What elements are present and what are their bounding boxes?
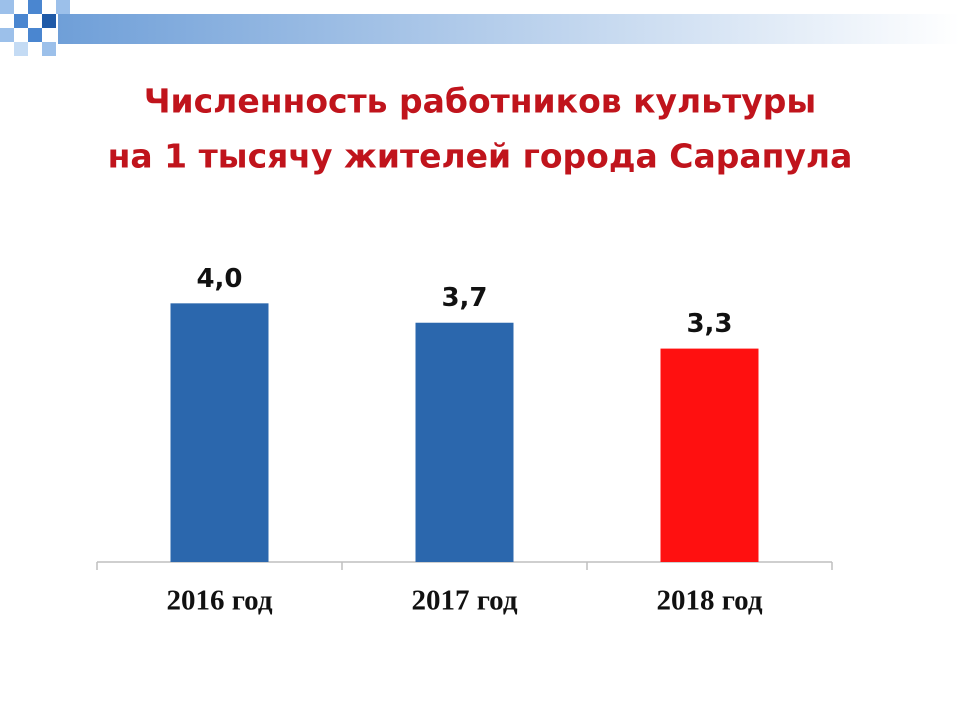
- chart-title: на 1 тысячу жителей города Сарапула: [108, 137, 853, 176]
- x-axis: [96, 561, 833, 570]
- value-label: 3,3: [686, 309, 732, 339]
- x-tick-label: 2016 год: [166, 585, 272, 617]
- x-tick-label: 2017 год: [411, 585, 517, 617]
- value-label: 4,0: [196, 264, 242, 294]
- bar: [415, 322, 514, 562]
- decoration: [0, 0, 960, 56]
- x-tick-label: 2018 год: [656, 585, 762, 617]
- value-label: 3,7: [441, 283, 487, 313]
- chart-title: Численность работников культуры: [144, 82, 816, 121]
- bar: [170, 303, 269, 562]
- bar: [660, 348, 759, 562]
